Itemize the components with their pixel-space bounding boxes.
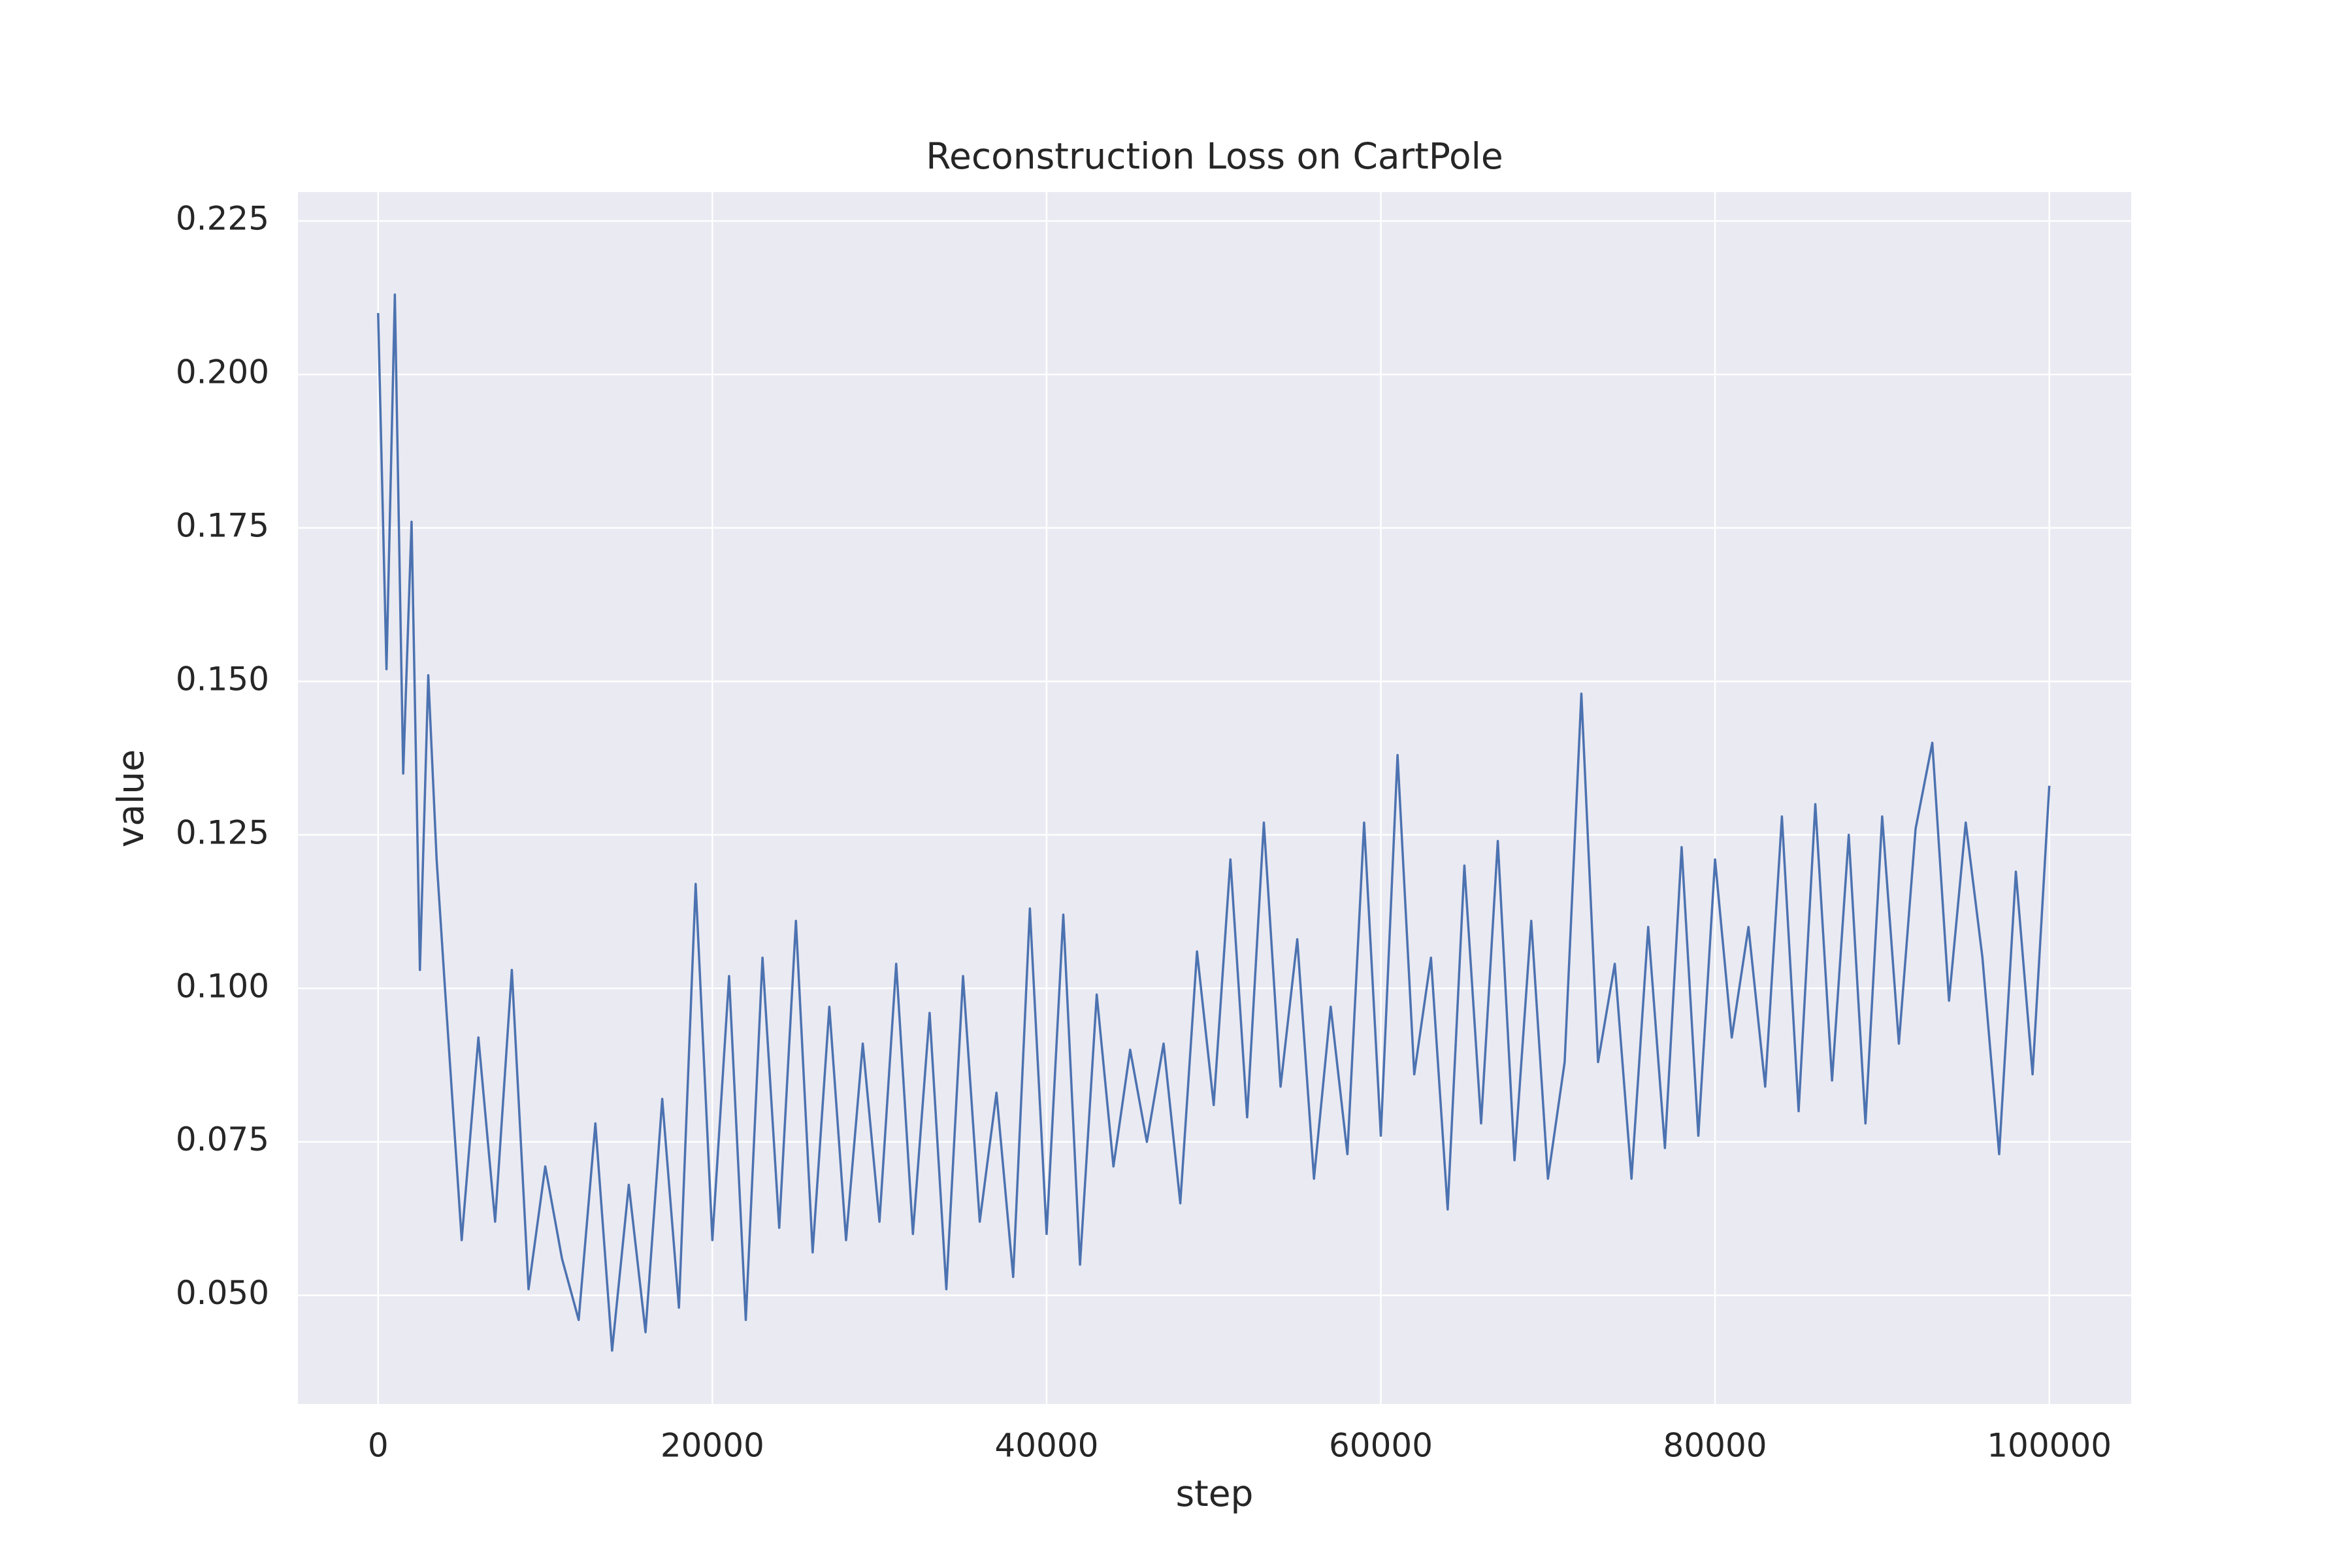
data-line	[377, 293, 2051, 1352]
y-tick-label: 0.200	[176, 353, 269, 391]
y-axis-label: value	[110, 749, 152, 847]
x-tick-label: 40000	[994, 1427, 1098, 1465]
y-tick-label: 0.100	[176, 967, 269, 1005]
x-axis-label: step	[1176, 1473, 1254, 1514]
x-tick-label: 100000	[1987, 1427, 2112, 1465]
y-tick-label: 0.175	[176, 507, 269, 545]
x-tick-label: 80000	[1663, 1427, 1767, 1465]
plot-background	[298, 192, 2131, 1404]
y-tick-label: 0.150	[176, 660, 269, 698]
x-tick-label: 0	[368, 1427, 389, 1465]
x-tick-label: 20000	[661, 1427, 764, 1465]
y-tick-label: 0.075	[176, 1120, 269, 1158]
x-tick-label: 60000	[1329, 1427, 1433, 1465]
chart-title: Reconstruction Loss on CartPole	[926, 135, 1503, 177]
y-tick-label: 0.225	[176, 200, 269, 238]
y-tick-label: 0.125	[176, 813, 269, 851]
y-tick-label: 0.050	[176, 1274, 269, 1312]
